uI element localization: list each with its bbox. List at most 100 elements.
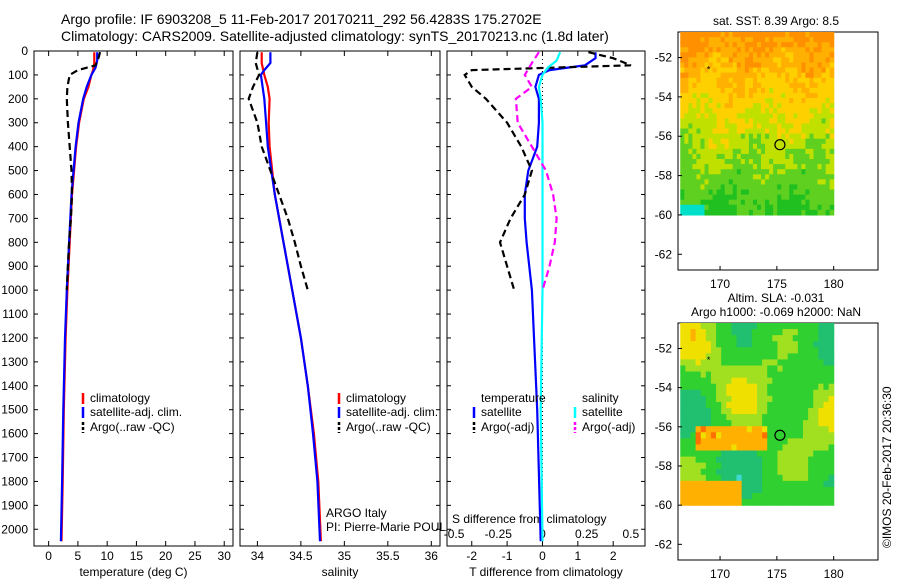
map-cell xyxy=(756,72,762,79)
y-tick-label: 1900 xyxy=(1,498,28,512)
map-cell xyxy=(772,365,779,373)
map-cell xyxy=(761,164,766,170)
map-cell xyxy=(762,493,768,500)
map-cell xyxy=(700,159,706,165)
map-cell xyxy=(680,341,686,348)
map-cell xyxy=(777,164,782,170)
map-cell xyxy=(817,87,823,94)
map-cell xyxy=(720,174,726,180)
map-cell xyxy=(700,194,706,201)
map-cell xyxy=(731,395,738,403)
map-cell xyxy=(704,77,710,84)
map-cell xyxy=(712,108,718,114)
map-cell xyxy=(690,323,697,330)
map-cell xyxy=(813,148,819,155)
map-cell xyxy=(736,164,742,170)
map-cell xyxy=(813,189,819,196)
map-cell xyxy=(767,462,773,470)
map-cell xyxy=(684,57,689,64)
map-cell xyxy=(767,408,773,415)
map-cell xyxy=(695,335,702,342)
map-cell xyxy=(813,62,819,69)
map-cell xyxy=(781,153,786,160)
map-cell xyxy=(724,209,730,216)
map-cell xyxy=(700,98,706,104)
map-cell xyxy=(767,359,773,367)
map-cell xyxy=(705,456,712,464)
map-cell xyxy=(726,408,733,415)
map-cell xyxy=(695,389,702,397)
map-cell xyxy=(809,57,815,64)
map-cell xyxy=(746,395,753,403)
map-cell xyxy=(748,72,754,79)
map-cell xyxy=(785,153,790,160)
map-cell xyxy=(756,128,762,135)
map-cell xyxy=(751,432,758,439)
map-cell xyxy=(782,474,789,482)
map-cell xyxy=(692,113,698,119)
map-cell xyxy=(680,474,686,482)
map-cell xyxy=(692,82,698,89)
map-cell xyxy=(680,118,685,125)
map-cell xyxy=(785,209,790,216)
map-y-tick-label: -56 xyxy=(655,129,673,143)
map-cell xyxy=(793,37,798,43)
map-cell xyxy=(680,450,686,458)
map-cell xyxy=(736,401,743,409)
y-tick-label: 1600 xyxy=(1,427,28,441)
map-cell xyxy=(688,174,693,180)
map-cell xyxy=(688,98,693,104)
map-cell xyxy=(700,37,706,43)
map-cell xyxy=(744,164,750,170)
map-cell xyxy=(793,159,798,165)
map-cell xyxy=(797,52,802,59)
map-cell xyxy=(789,37,794,43)
map-cell xyxy=(748,204,754,211)
map-cell xyxy=(789,174,794,180)
map-cell xyxy=(690,365,697,373)
map-cell xyxy=(684,133,689,140)
map-cell xyxy=(721,335,727,342)
map-cell xyxy=(744,37,750,43)
map-cell xyxy=(748,103,754,109)
map-cell xyxy=(825,209,831,216)
map-cell xyxy=(769,103,774,109)
map-cell xyxy=(712,143,718,150)
map-cell xyxy=(773,57,778,64)
map-cell xyxy=(805,204,811,211)
map-cell xyxy=(728,92,734,99)
map-cell xyxy=(756,184,762,191)
map-cell xyxy=(700,209,706,216)
map-cell xyxy=(736,179,742,186)
map-cell xyxy=(716,72,722,79)
map-cell xyxy=(688,179,693,186)
map-cell xyxy=(726,456,733,464)
map-y-tick-label: -58 xyxy=(655,169,673,183)
map-cell xyxy=(704,47,710,53)
map-cell xyxy=(787,444,794,452)
map-cell xyxy=(685,341,692,348)
map-cell xyxy=(817,82,823,89)
map-cell xyxy=(756,169,762,175)
map-cell xyxy=(690,353,697,361)
map-cell xyxy=(797,438,804,446)
map-cell xyxy=(825,67,831,74)
map-cell xyxy=(782,408,789,415)
map-cell xyxy=(785,179,790,186)
map-cell xyxy=(787,389,794,397)
map-cell xyxy=(756,323,763,330)
map-cell xyxy=(793,98,798,104)
map-cell xyxy=(704,42,710,48)
map-cell xyxy=(782,371,789,379)
map-cell xyxy=(736,209,742,216)
map-cell xyxy=(809,67,815,74)
map-cell xyxy=(700,199,706,206)
map-cell xyxy=(817,128,823,135)
map-cell xyxy=(801,118,807,125)
map-cell xyxy=(781,67,786,74)
map-cell xyxy=(817,77,823,84)
map-cell xyxy=(793,133,798,140)
map-cell xyxy=(731,329,738,336)
map-cell xyxy=(732,128,738,135)
map-cell xyxy=(797,77,802,84)
